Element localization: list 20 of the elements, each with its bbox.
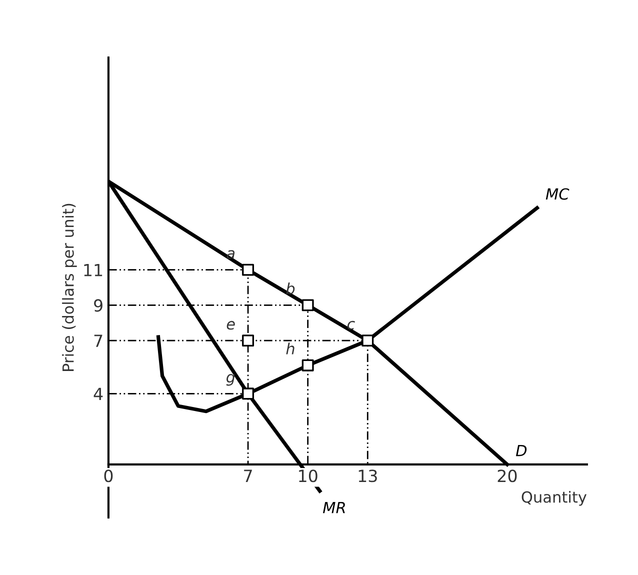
x-tick-label: 20: [498, 470, 517, 482]
x-tick-label: 10: [299, 470, 318, 482]
annotation: a: [226, 250, 235, 259]
y-tick-label: 4: [94, 388, 103, 400]
annotation: e: [226, 320, 235, 330]
series-label: MR: [322, 502, 345, 514]
y-axis-title: Price (dollars per unit): [62, 204, 77, 371]
y-tick-label: 11: [84, 264, 102, 276]
annotation: b: [286, 282, 295, 294]
x-tick-label: 0: [104, 470, 113, 482]
annotation: g: [226, 374, 235, 386]
annotation: c: [347, 320, 355, 330]
x-axis-title: Quantity: [522, 490, 587, 506]
y-tick-label: 7: [94, 334, 102, 347]
x-tick-label: 13: [358, 470, 377, 482]
annotation: h: [286, 342, 294, 354]
x-tick-label: 7: [244, 470, 252, 482]
y-tick-label: 9: [94, 299, 102, 312]
series-label: MC: [546, 188, 570, 200]
series-label: D: [516, 444, 527, 456]
